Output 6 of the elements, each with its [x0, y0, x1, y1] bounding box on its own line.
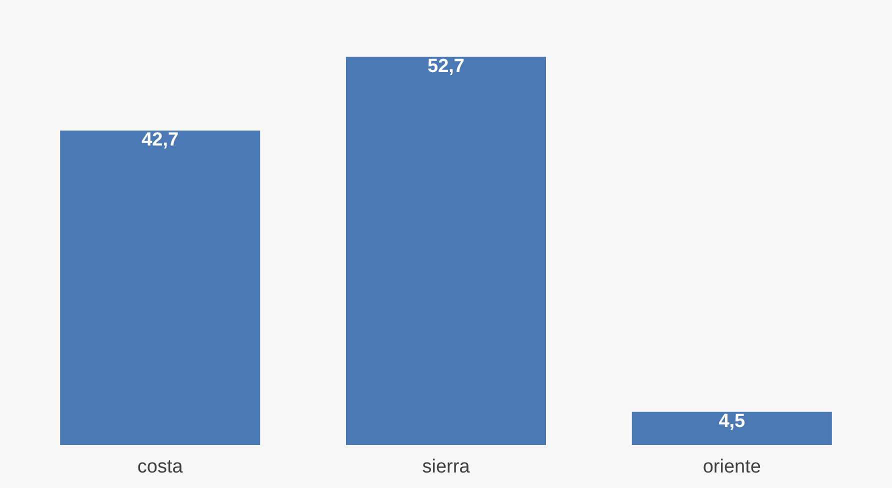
x-tick-label: sierra — [422, 456, 470, 478]
data-label: 4,5 — [718, 410, 746, 432]
data-label: 42,7 — [142, 130, 179, 151]
data-label: 52,7 — [428, 56, 464, 77]
x-tick-label: oriente — [702, 456, 761, 478]
x-tick-label: costa — [137, 456, 184, 478]
